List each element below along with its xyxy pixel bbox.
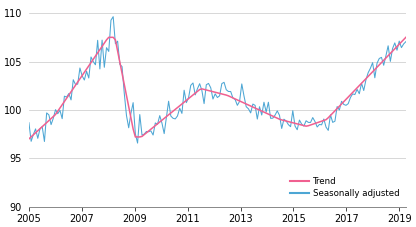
- Legend: Trend, Seasonally adjusted: Trend, Seasonally adjusted: [290, 177, 400, 198]
